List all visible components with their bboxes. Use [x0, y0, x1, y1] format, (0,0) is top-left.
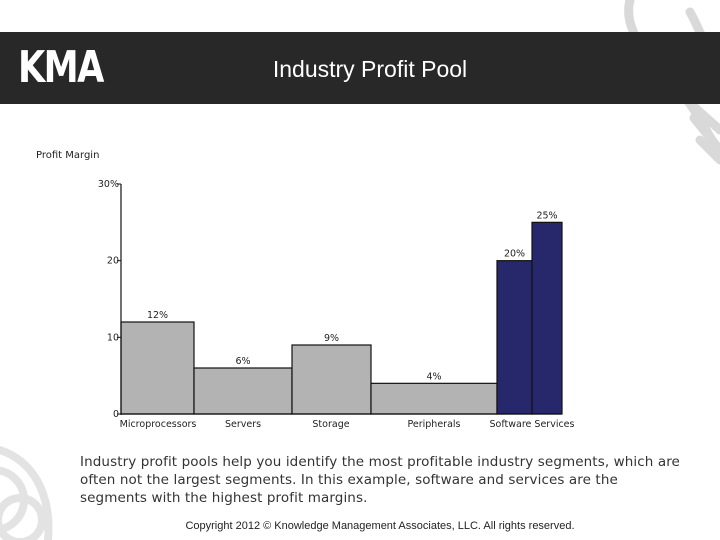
page-title: Industry Profit Pool: [272, 56, 468, 82]
data-label-storage: 9%: [324, 333, 339, 344]
bar-services: [531, 221, 563, 415]
caption-text: Industry profit pools help you identify …: [80, 454, 680, 506]
x-tick-label: Software Services: [490, 419, 575, 430]
bar-storage: [291, 344, 372, 415]
kma-logo: KMA: [18, 42, 104, 93]
x-tick-label: Storage: [312, 419, 349, 430]
data-label-peripherals: 4%: [426, 371, 441, 382]
data-label-microprocessors: 12%: [147, 310, 168, 321]
bar-servers: [193, 367, 293, 415]
x-tick-label: Peripherals: [408, 419, 461, 430]
x-tick-label: Microprocessors: [120, 419, 197, 430]
header-bar: KMA Industry Profit Pool: [0, 32, 720, 104]
data-label-servers: 6%: [235, 356, 250, 367]
bar-software: [496, 260, 533, 415]
bar-peripherals: [370, 382, 498, 415]
y-tick-label: 10: [107, 332, 119, 343]
y-tick-label: 30%: [98, 179, 119, 190]
y-tick-label: 20: [107, 256, 119, 267]
copyright-notice: Copyright 2012 © Knowledge Management As…: [185, 520, 575, 532]
data-label-software: 20%: [504, 249, 525, 260]
bar-microprocessors: [120, 321, 195, 415]
data-label-services: 25%: [536, 210, 557, 221]
y-tick-label: 0: [113, 409, 119, 420]
x-tick-label: Servers: [225, 419, 261, 430]
y-axis-label: Profit Margin: [36, 150, 100, 161]
